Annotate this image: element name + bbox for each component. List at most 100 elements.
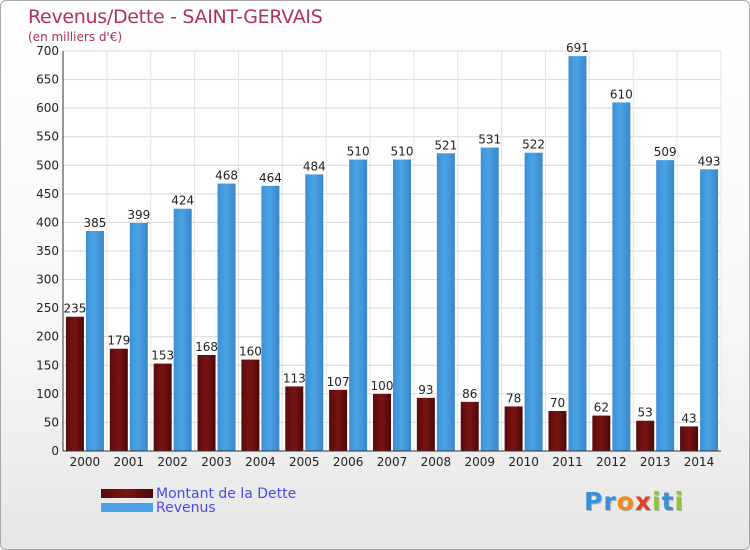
data-label-revenus-2004: 464 [259,171,282,185]
chart-title: Revenus/Dette - SAINT-GERVAIS [28,6,323,28]
data-label-revenus-2001: 399 [127,208,150,222]
bar-revenus-2009 [480,147,499,452]
y-tick-label: 150 [36,358,59,372]
bar-dette-2002 [153,363,172,451]
logo-letter: i [652,487,662,516]
logo-letter: t [661,487,675,516]
legend-swatch-dette [101,489,153,498]
bar-revenus-2003 [217,183,236,452]
bar-revenus-2006 [349,159,368,452]
data-label-revenus-2011: 691 [566,41,589,55]
data-label-revenus-2005: 484 [303,159,326,173]
data-label-dette-2000: 235 [63,302,86,316]
data-label-dette-2002: 153 [151,349,174,363]
logo-letter: o [616,487,635,516]
y-tick-label: 400 [36,215,59,229]
bar-dette-2000 [65,316,84,451]
bar-revenus-2012 [612,102,631,451]
data-label-revenus-2014: 493 [698,154,721,168]
y-tick-label: 50 [44,415,59,429]
bar-dette-2001 [109,348,128,451]
bar-revenus-2001 [129,223,148,451]
x-tick-label-2006: 2006 [333,455,364,469]
x-tick-label-2000: 2000 [70,455,101,469]
x-tick-label-2008: 2008 [421,455,452,469]
bar-revenus-2004 [261,185,280,451]
bar-dette-2005 [285,386,304,451]
bar-dette-2007 [373,393,391,451]
logo-letter: x [634,487,652,516]
proxiti-logo[interactable]: Proxiti [584,487,684,516]
bar-dette-2009 [460,401,479,451]
bar-revenus-2005 [305,174,324,451]
bar-dette-2012 [592,415,611,451]
data-label-dette-2009: 86 [462,387,477,401]
bar-dette-2014 [680,426,699,451]
x-tick-label-2001: 2001 [114,455,145,469]
legend-label-dette: Montant de la Dette [156,486,297,502]
bar-revenus-2013 [656,160,675,451]
bar-dette-2010 [504,406,523,451]
x-tick-label-2002: 2002 [157,455,188,469]
x-tick-label-2011: 2011 [552,455,583,469]
y-tick-label: 300 [36,273,59,287]
bar-revenus-2010 [524,152,543,451]
data-label-revenus-2009: 531 [478,133,501,147]
y-tick-label: 100 [36,387,59,401]
x-tick-label-2013: 2013 [640,455,671,469]
x-tick-label-2009: 2009 [464,455,495,469]
bar-revenus-2011 [568,56,587,452]
data-label-dette-2013: 53 [638,406,653,420]
data-label-revenus-2006: 510 [347,145,370,159]
y-tick-label: 250 [36,301,59,315]
y-tick-label: 350 [36,244,59,258]
data-label-revenus-2007: 510 [391,145,414,159]
x-tick-label-2010: 2010 [508,455,539,469]
x-tick-label-2007: 2007 [377,455,408,469]
legend-label-revenus: Revenus [156,500,216,516]
x-tick-label-2014: 2014 [684,455,715,469]
bar-revenus-2000 [85,231,104,451]
data-label-dette-2003: 168 [195,340,218,354]
data-label-dette-2014: 43 [681,411,696,425]
x-tick-label-2012: 2012 [596,455,627,469]
data-label-dette-2006: 107 [327,375,350,389]
y-tick-label: 200 [36,330,59,344]
legend-swatch-revenus [101,503,153,512]
data-label-dette-2008: 93 [418,383,433,397]
data-label-dette-2012: 62 [594,401,609,415]
data-label-dette-2005: 113 [283,371,306,385]
data-label-dette-2011: 70 [550,396,565,410]
y-tick-label: 600 [36,101,59,115]
bar-revenus-2002 [173,208,192,451]
bar-revenus-2007 [393,159,411,452]
data-label-revenus-2010: 522 [522,138,545,152]
logo-letter: r [603,487,617,516]
data-label-revenus-2008: 521 [434,138,457,152]
bar-dette-2006 [329,389,348,451]
bar-revenus-2014 [700,169,719,452]
y-tick-label: 500 [36,158,59,172]
y-tick-label: 650 [36,73,59,87]
data-label-dette-2010: 78 [506,391,521,405]
logo-letter: P [584,487,604,516]
bars-layer [65,56,719,452]
bar-revenus-2008 [436,153,455,452]
y-tick-label: 700 [36,44,59,58]
axis-layer: 0 50 100 150 200 250 300 350 400 450 500 550 600 650 7… [36,44,721,469]
y-tick-label: 450 [36,187,59,201]
data-label-revenus-2003: 468 [215,169,238,183]
grid-layer [62,50,722,451]
bar-dette-2008 [416,397,435,451]
data-label-revenus-2000: 385 [83,216,106,230]
data-label-dette-2004: 160 [239,345,262,359]
bar-dette-2013 [636,420,655,451]
data-label-revenus-2012: 610 [610,87,633,101]
x-tick-label-2003: 2003 [201,455,232,469]
legend-layer [101,489,153,512]
x-tick-label-2005: 2005 [289,455,320,469]
data-label-revenus-2002: 424 [171,194,194,208]
logo-letter: i [674,487,685,516]
